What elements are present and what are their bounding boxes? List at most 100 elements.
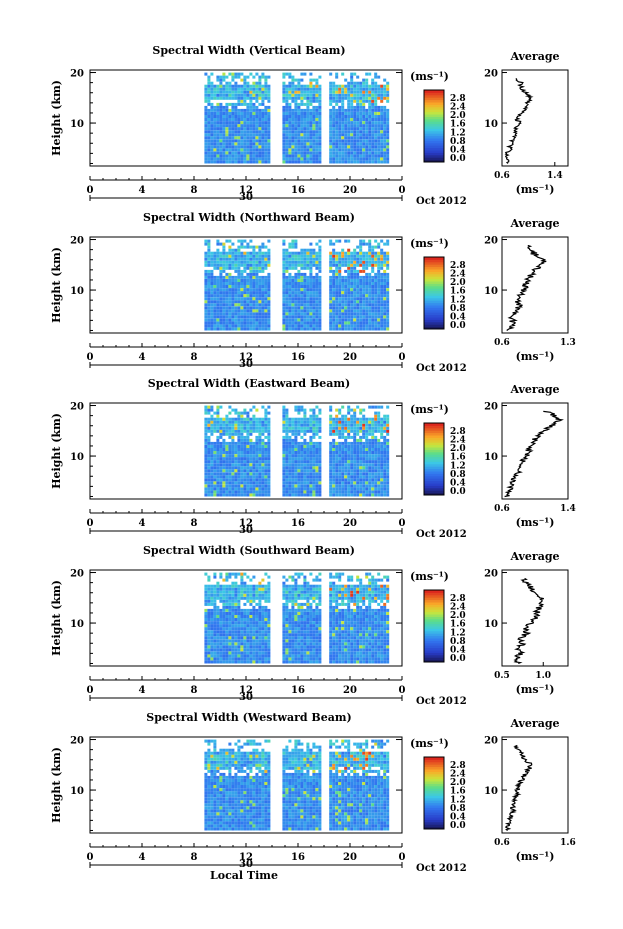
heatmap-cell (213, 481, 217, 485)
heatmap-cell (222, 133, 226, 137)
heatmap-cell (249, 239, 253, 243)
heatmap-cell (207, 282, 211, 285)
heatmap-cell (294, 297, 298, 301)
heatmap-cell (297, 303, 301, 307)
heatmap-cell (353, 112, 357, 115)
heatmap-cell (309, 251, 313, 255)
heatmap-cell (213, 602, 217, 606)
heatmap-cell (386, 266, 390, 270)
heatmap-cell (228, 154, 232, 158)
heatmap-cell (267, 438, 271, 442)
heatmap-cell (261, 115, 265, 118)
heatmap-cell (204, 411, 208, 415)
heatmap-cell (249, 438, 253, 442)
heatmap-cell (309, 112, 313, 115)
heatmap-cell (288, 493, 292, 497)
heatmap-cell (335, 139, 339, 143)
heatmap-cell (243, 112, 247, 115)
heatmap-cell (258, 469, 262, 473)
heatmap-cell (210, 590, 214, 594)
heatmap-cell (344, 324, 348, 328)
heatmap-cell (249, 275, 253, 279)
avg-y-tick-label: 10 (484, 119, 498, 130)
heatmap-cell (291, 75, 295, 79)
heatmap-cell (332, 327, 336, 331)
heatmap-cell (267, 272, 271, 276)
heatmap-cell (386, 490, 390, 494)
heatmap-cell (228, 457, 232, 461)
heatmap-cell (240, 96, 244, 100)
heatmap-cell (264, 105, 268, 109)
colorbar-swatch (424, 154, 444, 158)
heatmap-cell (312, 478, 316, 482)
heatmap-cell (291, 423, 295, 427)
heatmap-cell (312, 148, 316, 152)
heatmap-cell (252, 248, 256, 252)
x-tick-label: 16 (291, 185, 305, 196)
heatmap-cell (237, 266, 241, 270)
heatmap-cell (219, 269, 223, 273)
x-tick-label: 4 (139, 518, 146, 529)
heatmap-cell (222, 481, 226, 485)
heatmap-cell (315, 285, 319, 288)
heatmap-cell (335, 260, 339, 264)
heatmap-cell (219, 645, 223, 649)
heatmap-cell (225, 426, 229, 430)
heatmap-cell (380, 127, 384, 131)
heatmap-cell (338, 272, 342, 276)
heatmap-cell (243, 160, 247, 164)
heatmap-cell (356, 291, 360, 295)
heatmap-cell (204, 469, 208, 473)
heatmap-cell (204, 475, 208, 479)
heatmap-cell (332, 478, 336, 482)
heatmap-cell (300, 481, 304, 485)
heatmap-cell (231, 463, 235, 467)
heatmap-cell (303, 448, 307, 451)
heatmap-cell (350, 300, 354, 304)
heatmap-cell (300, 288, 304, 292)
heatmap-cell (288, 282, 292, 285)
colorbar-swatch (424, 126, 444, 129)
heatmap-cell (300, 251, 304, 255)
heatmap-cell (356, 448, 360, 451)
heatmap-cell (309, 417, 313, 421)
heatmap-cell (267, 121, 271, 125)
heatmap-cell (207, 81, 211, 85)
heatmap-cell (288, 105, 292, 109)
heatmap-cell (255, 118, 259, 121)
avg-x-tick-label: 1.4 (547, 171, 563, 181)
heatmap-cell (329, 309, 333, 313)
heatmap-cell (318, 306, 322, 310)
heatmap-cell (240, 454, 244, 458)
heatmap-cell (234, 475, 238, 479)
heatmap-cell (285, 411, 289, 415)
heatmap-cell (380, 251, 384, 255)
heatmap-cell (309, 72, 313, 76)
heatmap-cell (338, 93, 342, 97)
heatmap-cell (288, 472, 292, 476)
heatmap-cell (335, 87, 339, 91)
heatmap-cell (383, 142, 387, 146)
heatmap-cell (306, 151, 310, 155)
heatmap-cell (291, 142, 295, 146)
heatmap-cell (207, 411, 211, 415)
heatmap-cell (219, 572, 223, 576)
heatmap-cell (243, 312, 247, 316)
heatmap-cell (213, 426, 217, 430)
heatmap-cell (374, 81, 378, 85)
heatmap-cell (291, 294, 295, 298)
heatmap-cell (380, 306, 384, 310)
heatmap-cell (219, 630, 223, 634)
heatmap-cell (380, 484, 384, 488)
heatmap-cell (338, 303, 342, 307)
heatmap-cell (237, 315, 241, 319)
heatmap-cell (315, 279, 319, 282)
heatmap-cell (282, 426, 286, 430)
heatmap-cell (374, 263, 378, 267)
heatmap-cell (225, 469, 229, 473)
heatmap-cell (374, 133, 378, 137)
heatmap-cell (228, 294, 232, 298)
heatmap-cell (267, 139, 271, 143)
heatmap-cell (219, 429, 223, 433)
heatmap-cell (288, 157, 292, 161)
